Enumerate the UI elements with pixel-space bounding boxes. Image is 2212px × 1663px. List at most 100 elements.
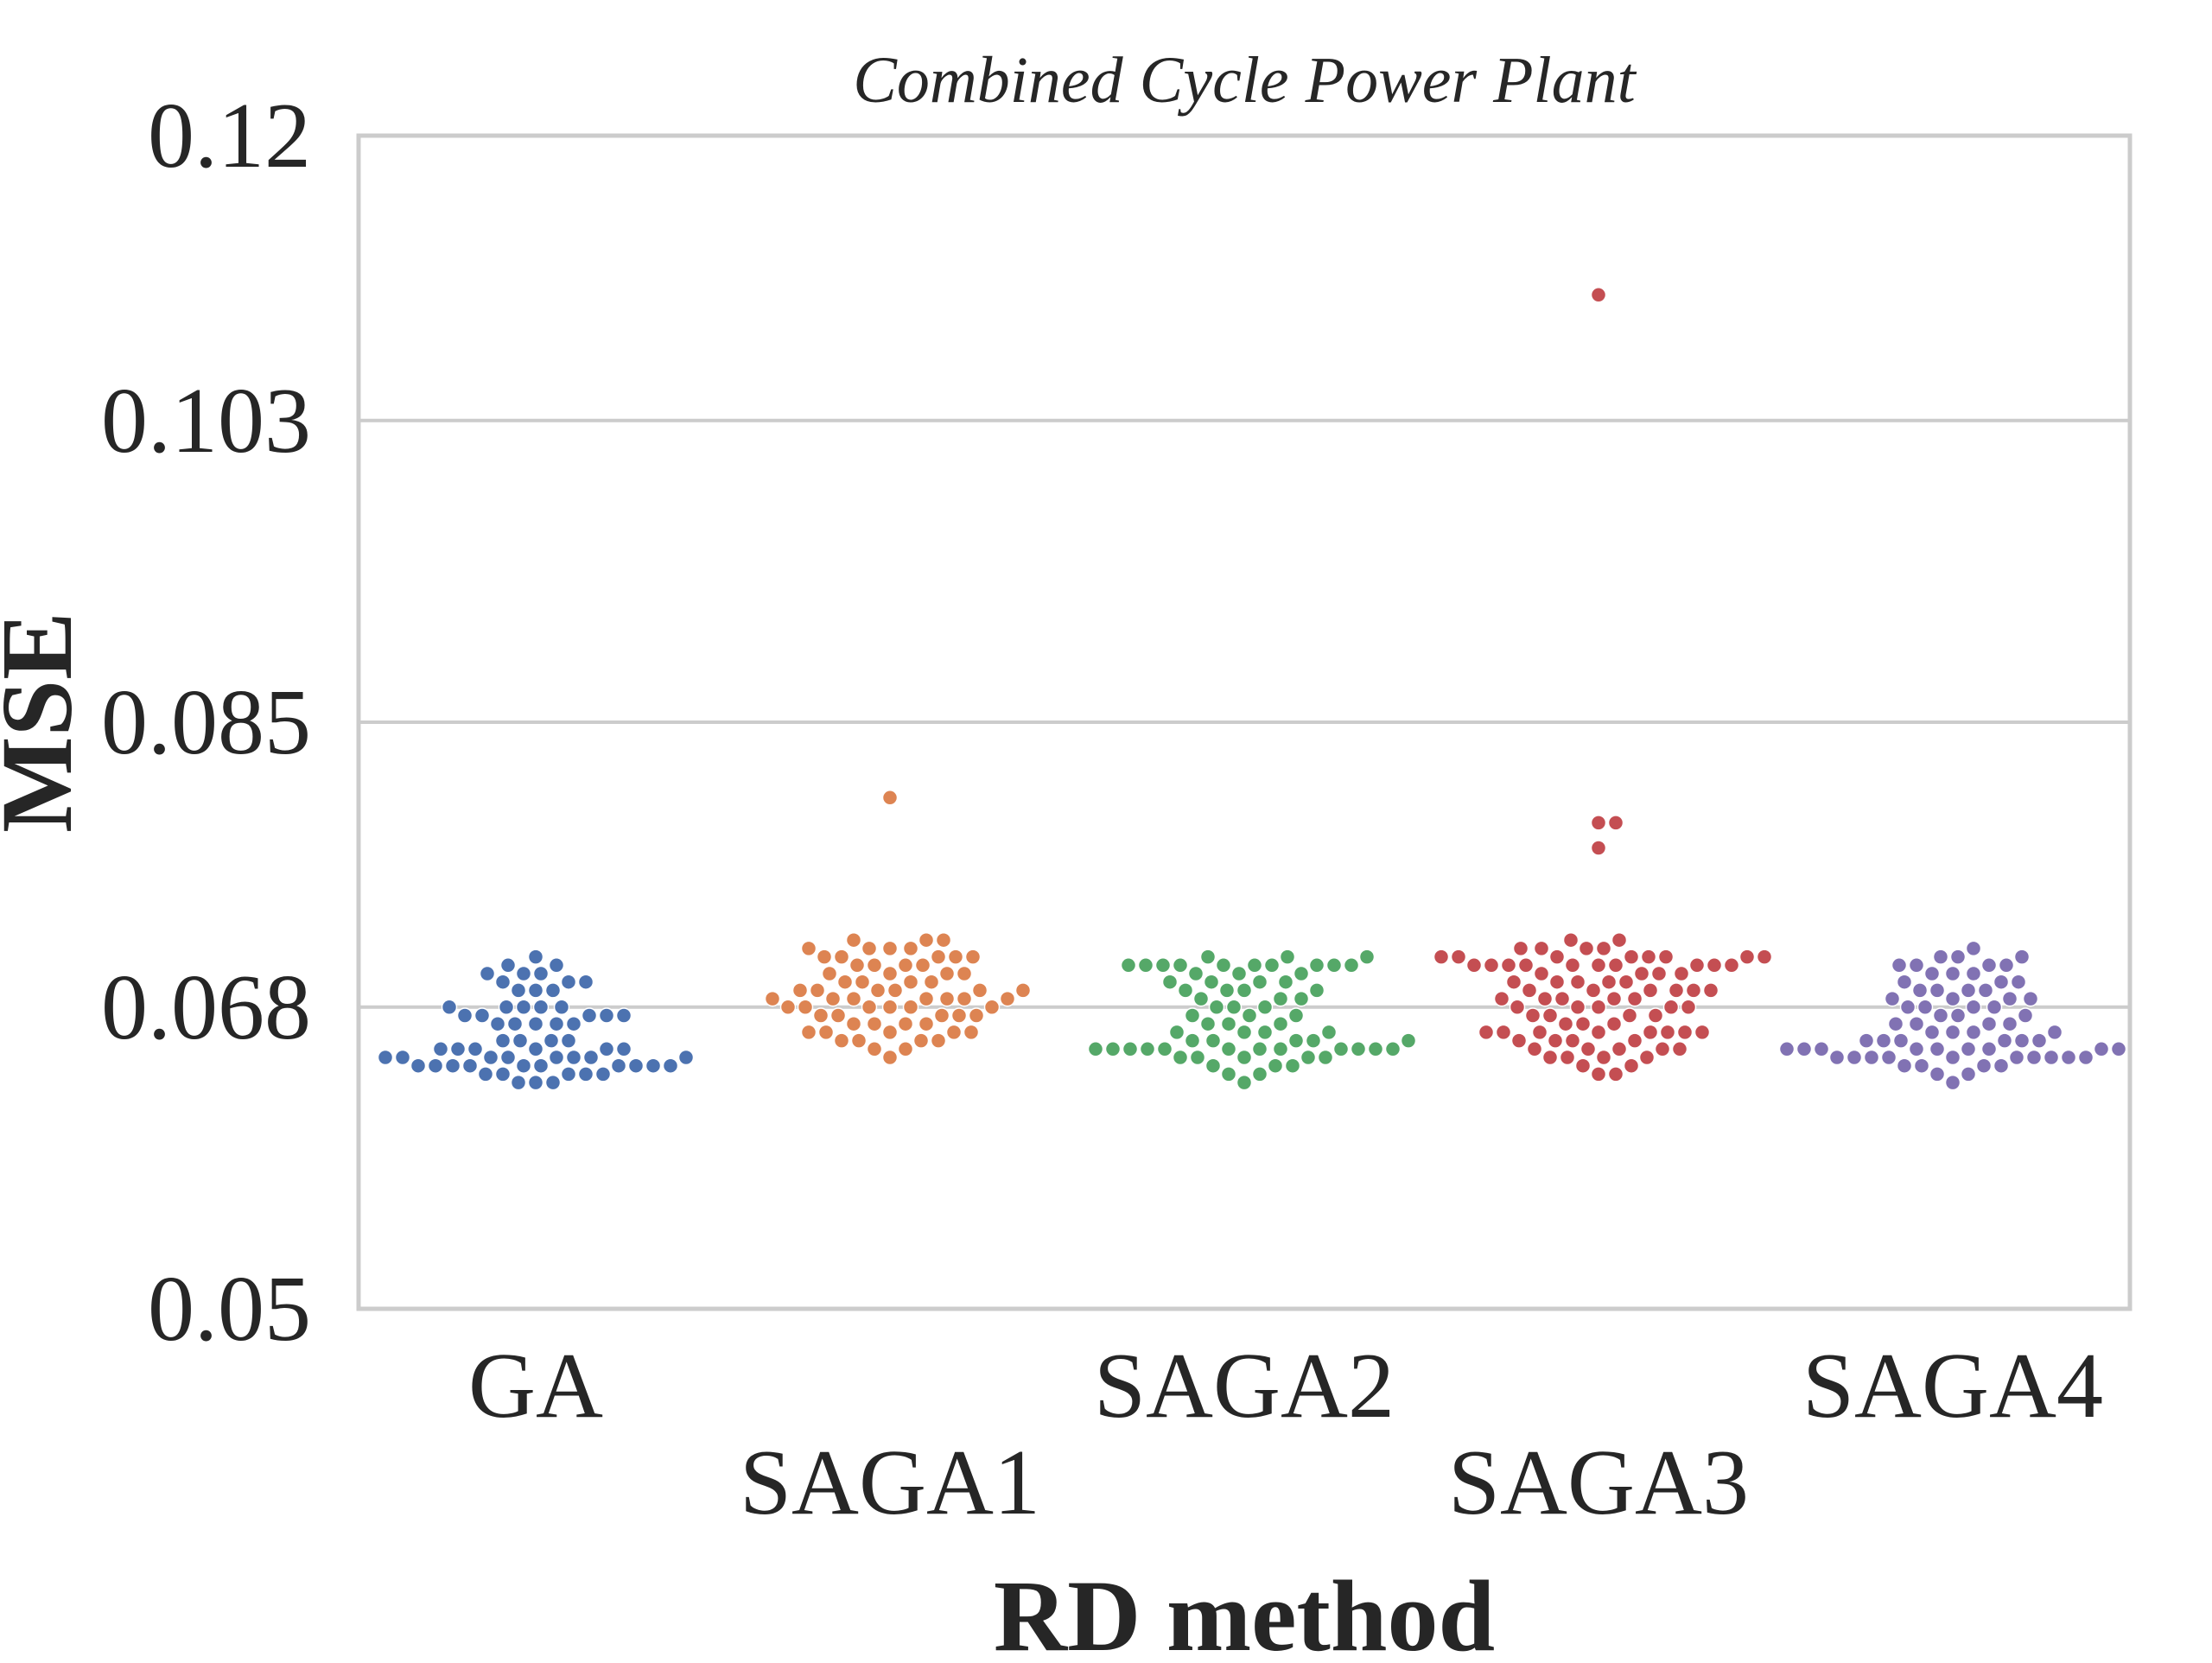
data-point — [845, 990, 862, 1007]
data-point — [964, 949, 982, 965]
data-point — [1965, 1024, 1982, 1041]
data-point — [1671, 1041, 1688, 1057]
data-point — [933, 1007, 950, 1024]
data-point — [1332, 1041, 1350, 1057]
data-point — [1685, 982, 1702, 999]
data-point — [1087, 1041, 1104, 1057]
data-point — [527, 1074, 544, 1091]
data-point — [881, 965, 899, 982]
data-point — [1980, 1015, 1998, 1032]
data-point — [560, 1066, 577, 1082]
data-point — [410, 1057, 427, 1074]
data-point — [1756, 949, 1773, 965]
data-point — [947, 949, 964, 965]
data-point — [2110, 1041, 2127, 1057]
data-point — [1944, 1024, 1961, 1041]
data-point — [869, 982, 887, 999]
data-point — [1172, 1049, 1189, 1066]
data-point — [1541, 1049, 1559, 1066]
data-point — [645, 1057, 662, 1074]
data-point — [999, 990, 1016, 1007]
data-point — [1778, 1041, 1796, 1057]
data-point — [532, 999, 550, 1016]
data-point — [797, 999, 814, 1016]
data-point — [779, 999, 797, 1016]
data-point — [532, 965, 550, 982]
data-point — [598, 1007, 615, 1024]
data-point — [912, 1032, 930, 1049]
data-point — [1104, 1041, 1122, 1057]
data-point — [938, 965, 956, 982]
data-point — [1199, 949, 1217, 965]
data-point — [866, 957, 883, 974]
data-points — [377, 287, 2127, 1091]
data-point — [1215, 957, 1232, 974]
data-point — [1911, 982, 1929, 999]
data-point — [1944, 1049, 1961, 1066]
data-point — [1284, 1057, 1301, 1074]
data-point — [1949, 1007, 1967, 1024]
data-point — [1287, 1007, 1305, 1024]
data-point — [1932, 949, 1949, 965]
data-point — [1495, 1024, 1512, 1041]
data-point — [1676, 1024, 1694, 1041]
data-point — [1205, 1032, 1222, 1049]
data-point — [1980, 1041, 1998, 1057]
data-point — [881, 940, 899, 957]
data-point — [1450, 949, 1467, 965]
data-point — [836, 974, 854, 990]
data-point — [956, 965, 973, 982]
data-point — [553, 999, 570, 1016]
data-point — [1400, 1032, 1417, 1049]
data-point — [1230, 965, 1248, 982]
data-point — [1493, 990, 1510, 1007]
data-point — [1977, 982, 1994, 999]
y-tick-label: 0.068 — [101, 956, 311, 1059]
data-point — [1526, 1041, 1543, 1057]
data-point — [1533, 940, 1550, 957]
data-point — [432, 1041, 449, 1057]
data-point — [1611, 1041, 1628, 1057]
data-point — [1600, 974, 1618, 990]
data-point — [515, 999, 532, 1016]
data-point — [1168, 1024, 1185, 1041]
x-tick-label: GA — [468, 1335, 603, 1438]
data-point — [1590, 1066, 1607, 1082]
data-point — [1320, 1024, 1338, 1041]
data-point — [833, 949, 850, 965]
data-point — [1205, 1057, 1222, 1074]
data-point — [1308, 982, 1325, 999]
data-point — [1256, 1024, 1274, 1041]
data-point — [963, 1024, 980, 1041]
data-point — [918, 990, 935, 1007]
data-point — [1858, 1032, 1875, 1049]
data-point — [1590, 840, 1607, 856]
data-point — [764, 990, 781, 1007]
data-point — [615, 1007, 632, 1024]
data-point — [1621, 1007, 1638, 1024]
data-point — [427, 1057, 444, 1074]
data-point — [582, 1049, 600, 1066]
data-point — [1184, 1007, 1201, 1024]
data-point — [1533, 965, 1550, 982]
data-point — [1014, 982, 1032, 999]
data-point — [1813, 1041, 1830, 1057]
data-point — [1154, 957, 1172, 974]
data-point — [1702, 982, 1719, 999]
data-point — [1500, 957, 1517, 974]
data-point — [971, 982, 988, 999]
data-point — [1965, 940, 1982, 957]
data-point — [1548, 974, 1566, 990]
data-point — [850, 1032, 868, 1049]
data-point — [1723, 957, 1740, 974]
data-point — [1626, 1032, 1643, 1049]
data-point — [1880, 1049, 1897, 1066]
data-point — [1923, 1024, 1941, 1041]
data-point — [1308, 957, 1325, 974]
data-point — [881, 1049, 899, 1066]
data-point — [615, 1041, 632, 1057]
y-tick-label: 0.12 — [148, 85, 311, 187]
data-point — [2013, 1032, 2031, 1049]
data-point — [1605, 1015, 1623, 1032]
data-point — [800, 1024, 817, 1041]
